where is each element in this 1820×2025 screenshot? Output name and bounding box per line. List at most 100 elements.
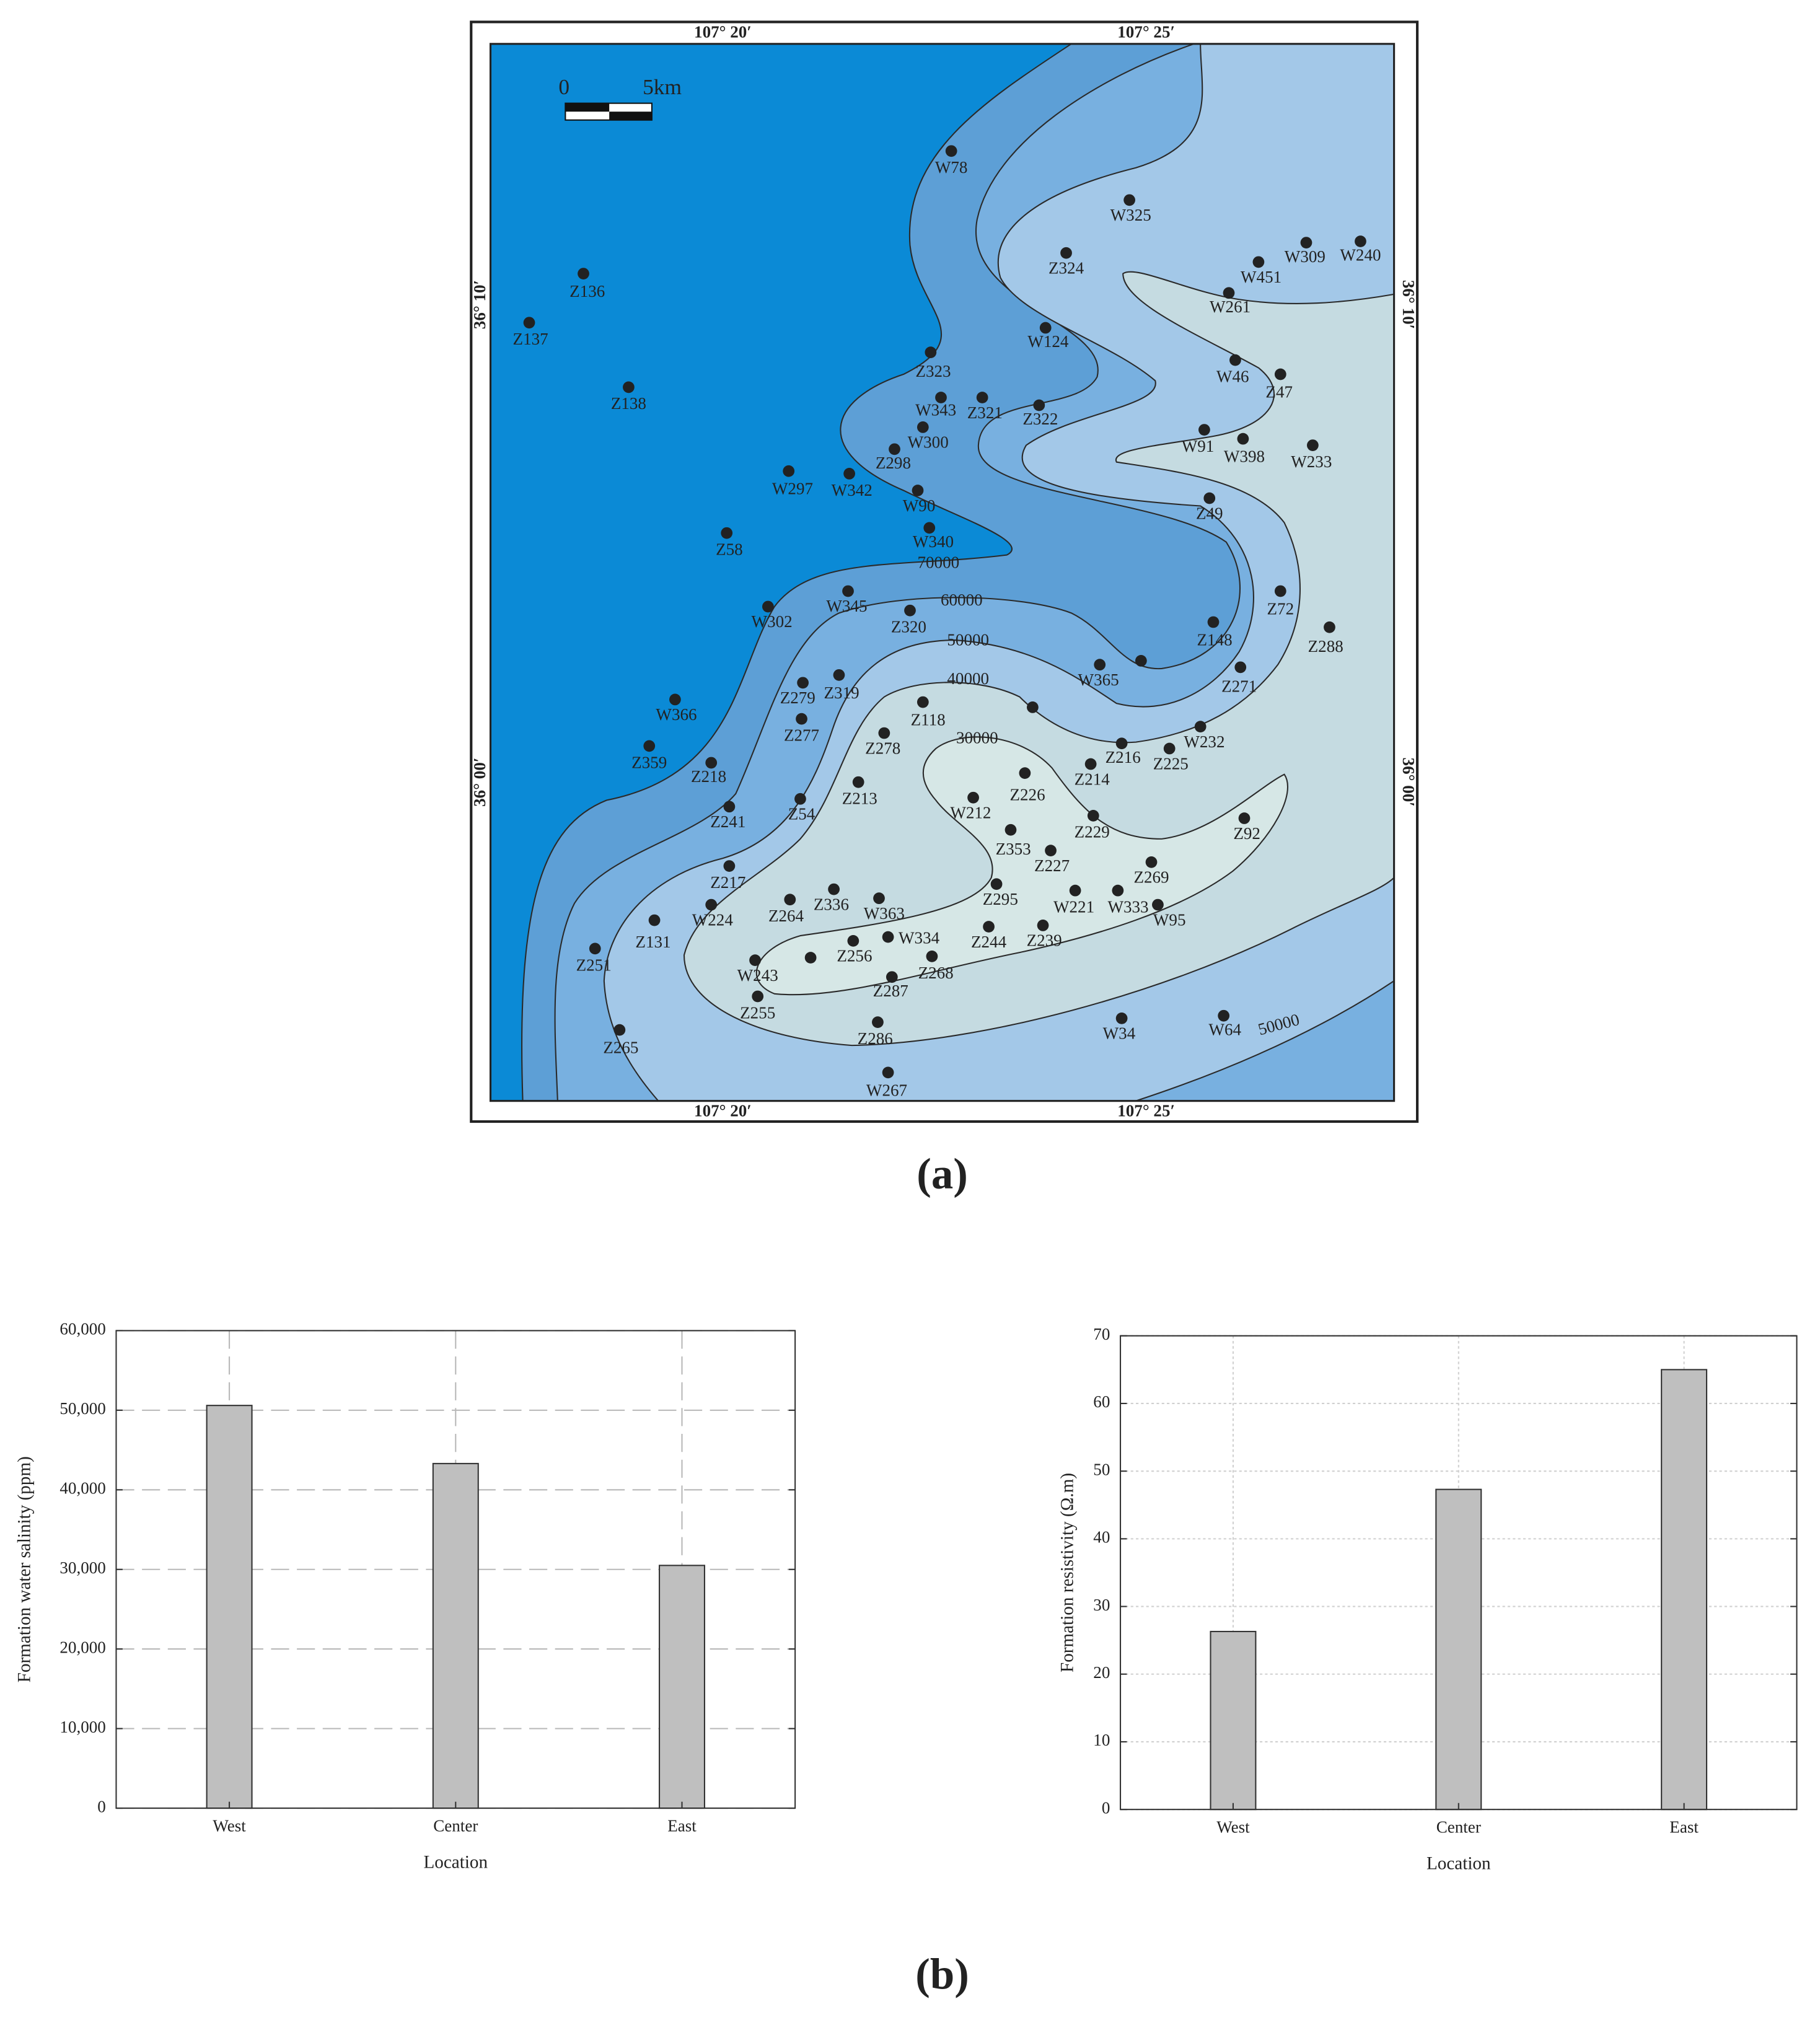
y-tick-label: 50,000 (59, 1399, 105, 1418)
well-label: Z214 (1075, 770, 1110, 788)
well-marker (613, 1024, 626, 1036)
x-tick-label: West (213, 1817, 246, 1835)
well-label: W34 (1103, 1024, 1136, 1043)
well-label: W233 (1291, 452, 1332, 471)
well-marker (1069, 884, 1081, 897)
well-label: Z241 (710, 812, 745, 831)
well-marker (1135, 655, 1147, 667)
y-tick-label: 30 (1093, 1596, 1110, 1614)
well-marker (643, 740, 656, 752)
well-marker (1094, 659, 1106, 671)
well-marker (889, 443, 900, 455)
bar (1435, 1488, 1482, 1811)
well-label: W300 (908, 433, 949, 452)
well-marker (794, 793, 806, 805)
well-marker (1123, 194, 1135, 206)
contour-map: 0 5km 107° 20′ 107° 25′ 107° 20′ 107° 25… (470, 20, 1419, 1123)
well-label: Z286 (858, 1029, 893, 1048)
well-label: Z217 (710, 873, 745, 892)
well-label: Z264 (768, 907, 804, 925)
well-label: W342 (832, 481, 873, 499)
well-label: Z322 (1022, 410, 1058, 428)
well-marker (926, 951, 938, 962)
well-marker (705, 757, 718, 769)
well-label: W398 (1224, 447, 1265, 466)
well-marker (882, 931, 894, 943)
well-label: W309 (1285, 247, 1325, 266)
well-marker (1207, 616, 1220, 628)
well-marker (842, 585, 854, 597)
well-marker (847, 935, 859, 947)
well-marker (1084, 758, 1097, 770)
y-tick-label: 0 (97, 1797, 106, 1816)
scale-label: 5km (643, 74, 682, 99)
well-label: Z227 (1034, 856, 1070, 875)
y-tick-label: 40 (1093, 1528, 1110, 1547)
well-label: Z136 (569, 282, 605, 301)
well-label: Z279 (780, 688, 815, 707)
well-marker (873, 892, 885, 905)
well-label: Z226 (1009, 785, 1045, 804)
longitude-label: 107° 25′ (1117, 22, 1175, 41)
well-marker (1005, 824, 1017, 836)
well-marker (1234, 661, 1247, 674)
x-axis-label: Location (1427, 1853, 1491, 1873)
bar (432, 1462, 479, 1809)
well-marker (1033, 399, 1045, 411)
well-label: W95 (1153, 910, 1186, 929)
well-label: Z255 (740, 1003, 775, 1022)
well-label: Z265 (603, 1039, 638, 1057)
contour-label: 40000 (947, 669, 989, 688)
well-marker (784, 894, 796, 906)
bar-chart: 0 10,000 20,000 30,000 40,000 50,000 60,000 Wes… (14, 1320, 796, 1872)
x-tick-label: Center (1436, 1818, 1481, 1837)
well-marker (669, 693, 681, 706)
scale-bar-segment (609, 112, 652, 120)
well-label: Z216 (1106, 748, 1141, 767)
well-label: W340 (913, 532, 954, 551)
well-marker (1115, 737, 1128, 750)
well-label: W243 (737, 966, 778, 985)
well-label: Z256 (837, 947, 872, 965)
caption: (b) (915, 1950, 969, 1998)
well-marker (783, 465, 795, 477)
well-marker (852, 776, 864, 788)
well-marker (1324, 621, 1335, 633)
well-label: Z49 (1196, 504, 1223, 522)
well-marker (1112, 884, 1124, 897)
well-marker (648, 914, 661, 926)
well-marker (904, 604, 916, 617)
well-label: Z229 (1075, 823, 1110, 841)
well-marker (523, 317, 535, 329)
well-marker (1019, 767, 1031, 780)
well-marker (917, 696, 929, 708)
well-marker (1115, 1012, 1128, 1024)
well-label: Z336 (814, 895, 849, 913)
well-label: Z324 (1048, 259, 1084, 278)
well-label: Z353 (996, 840, 1031, 858)
well-marker (1060, 247, 1072, 259)
well-label: Z359 (631, 753, 667, 771)
scale-label: 0 (558, 74, 569, 99)
well-label: W365 (1078, 670, 1119, 689)
well-label: W302 (752, 612, 793, 631)
well-marker (723, 860, 736, 872)
latitude-label: 36° 10′ (1399, 280, 1418, 329)
y-tick-label: 10,000 (59, 1718, 105, 1736)
well-marker (623, 381, 635, 393)
well-label: Z148 (1197, 630, 1233, 649)
bar-chart: 0 10 20 30 40 50 60 70 West Center East Location For… (1057, 1325, 1798, 1873)
well-marker (976, 392, 988, 403)
well-marker (1229, 354, 1241, 366)
well-marker (1145, 856, 1158, 868)
well-label: W366 (656, 705, 697, 724)
well-label: Z271 (1221, 677, 1257, 695)
well-marker (945, 145, 957, 157)
x-axis-label: Location (423, 1852, 488, 1872)
caption: (a) (917, 1150, 968, 1198)
y-tick-label: 60 (1093, 1392, 1110, 1411)
well-marker (1274, 585, 1286, 597)
well-label: Z218 (691, 767, 726, 786)
well-marker (1300, 237, 1312, 248)
well-label: W267 (866, 1081, 907, 1099)
